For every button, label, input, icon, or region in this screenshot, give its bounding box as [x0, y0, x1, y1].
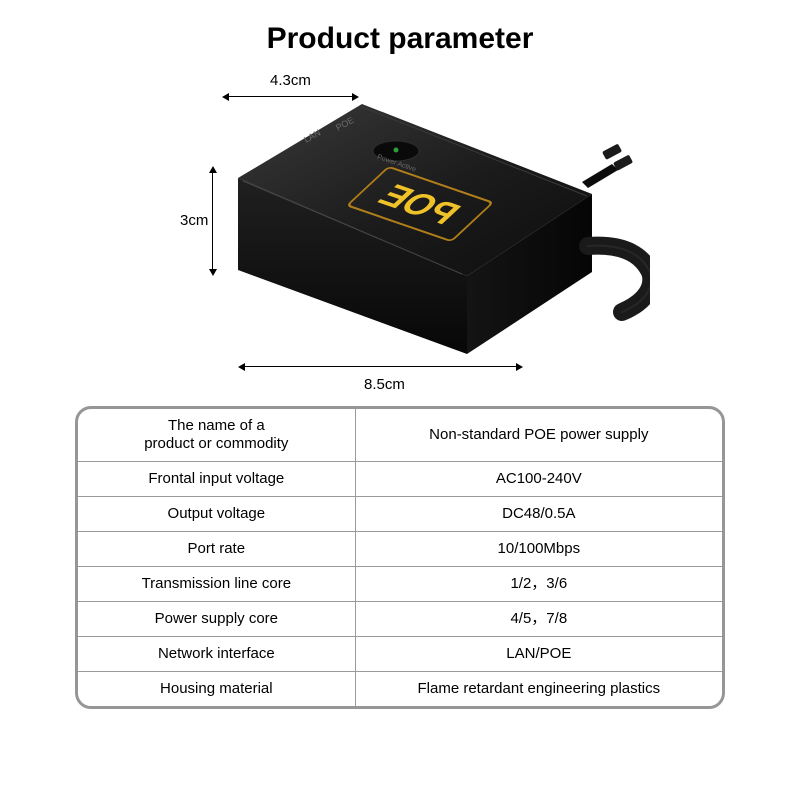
dimension-height-label: 3cm — [180, 212, 208, 229]
table-row: Port rate 10/100Mbps — [78, 532, 722, 567]
param-value: AC100-240V — [356, 462, 722, 497]
param-value: 1/2，3/6 — [356, 567, 722, 602]
table-row: The name of a product or commodity Non-s… — [78, 409, 722, 462]
param-key: Network interface — [78, 637, 356, 672]
param-key: Frontal input voltage — [78, 462, 356, 497]
param-key: Port rate — [78, 532, 356, 567]
param-value: Non-standard POE power supply — [356, 409, 722, 462]
table-row: Power supply core 4/5，7/8 — [78, 602, 722, 637]
table-row: Frontal input voltage AC100-240V — [78, 462, 722, 497]
param-key: Transmission line core — [78, 567, 356, 602]
table-row: Housing material Flame retardant enginee… — [78, 672, 722, 706]
page-title: Product parameter — [0, 0, 800, 56]
param-value: 4/5，7/8 — [356, 602, 722, 637]
param-key: Output voltage — [78, 497, 356, 532]
parameter-table: The name of a product or commodity Non-s… — [75, 406, 725, 709]
cable-icon — [588, 246, 650, 312]
param-value: 10/100Mbps — [356, 532, 722, 567]
table-row: Transmission line core 1/2，3/6 — [78, 567, 722, 602]
product-diagram: 4.3cm 3cm 8.5cm — [150, 66, 650, 396]
device-illustration: Power Active LAN POE POE — [210, 86, 650, 376]
plug-icon — [582, 144, 633, 188]
param-key: The name of a product or commodity — [78, 409, 356, 462]
param-value: Flame retardant engineering plastics — [356, 672, 722, 706]
table-row: Output voltage DC48/0.5A — [78, 497, 722, 532]
table-row: Network interface LAN/POE — [78, 637, 722, 672]
dimension-length-label: 8.5cm — [364, 376, 405, 393]
param-value: DC48/0.5A — [356, 497, 722, 532]
param-key: Power supply core — [78, 602, 356, 637]
param-value: LAN/POE — [356, 637, 722, 672]
param-key: Housing material — [78, 672, 356, 706]
